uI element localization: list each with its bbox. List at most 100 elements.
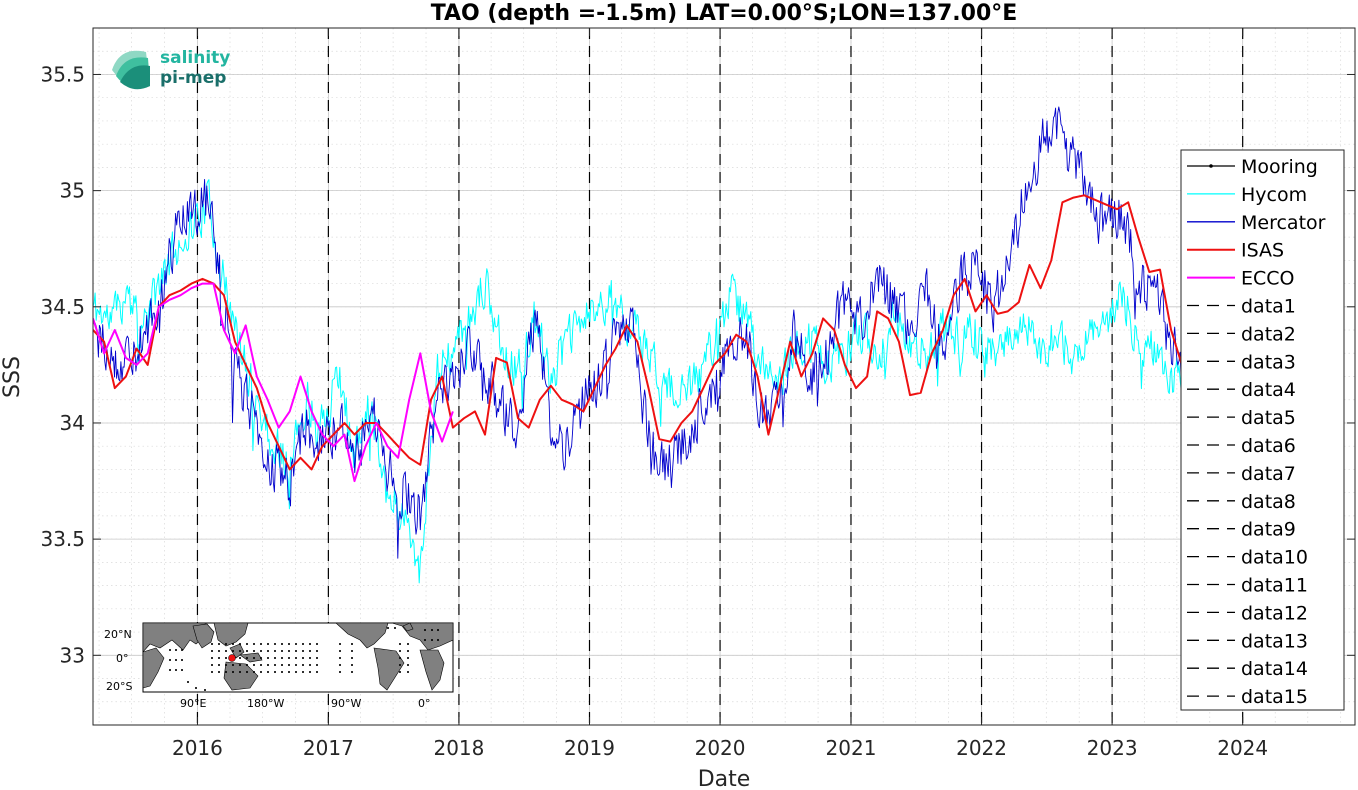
legend-label: data8: [1241, 491, 1296, 513]
mooring-dot: [260, 657, 262, 659]
mooring-dot: [399, 664, 401, 666]
mooring-dot: [437, 629, 439, 631]
mooring-dot: [399, 650, 401, 652]
mooring-dot: [274, 657, 276, 659]
mooring-dot: [351, 643, 353, 645]
mooring-dot: [316, 643, 318, 645]
mooring-dot: [260, 671, 262, 673]
mooring-dot: [288, 664, 290, 666]
mooring-dot: [288, 643, 290, 645]
mooring-dot: [218, 664, 220, 666]
legend-label: ISAS: [1241, 240, 1284, 262]
mooring-dot: [260, 664, 262, 666]
mooring-dot: [424, 639, 426, 641]
logo-line2: pi-mep: [160, 68, 226, 88]
mooring-dot: [339, 657, 341, 659]
mooring-dot: [218, 671, 220, 673]
x-axis-label: Date: [698, 767, 751, 790]
mooring-dot: [267, 671, 269, 673]
mooring-dot: [239, 650, 241, 652]
mooring-dot: [339, 664, 341, 666]
chart-title: TAO (depth =-1.5m) LAT=0.00°S;LON=137.00…: [431, 1, 1018, 26]
x-tick-label: 2024: [1217, 736, 1268, 760]
mooring-dot: [316, 671, 318, 673]
wave-logo-icon: [112, 50, 150, 90]
mooring-dot: [253, 650, 255, 652]
y-tick-label: 34.5: [40, 295, 85, 319]
mooring-dot: [225, 650, 227, 652]
series-ecco-line: [93, 282, 454, 483]
legend-label: data13: [1241, 630, 1308, 652]
mooring-dot: [260, 650, 262, 652]
mooring-dot: [387, 627, 389, 629]
mooring-dot: [211, 650, 213, 652]
legend-label: data3: [1241, 351, 1296, 373]
legend-label: data15: [1241, 686, 1308, 708]
mooring-location-marker: [228, 654, 236, 662]
mooring-dot: [407, 664, 409, 666]
mooring-dot: [309, 650, 311, 652]
mooring-dot: [232, 664, 234, 666]
mooring-dots: [169, 627, 439, 691]
mooring-dot: [239, 664, 241, 666]
mooring-dot: [399, 671, 401, 673]
x-tick-label: 2019: [564, 736, 615, 760]
y-tick-label: 35.5: [40, 62, 85, 86]
mooring-dot: [274, 650, 276, 652]
mooring-dot: [218, 650, 220, 652]
y-tick-label: 35: [60, 179, 85, 203]
mooring-dot: [394, 627, 396, 629]
mooring-dot: [181, 649, 183, 651]
mooring-dot: [181, 669, 183, 671]
mooring-dot: [169, 669, 171, 671]
mooring-dot: [175, 659, 177, 661]
y-ticks: 33 33.5 34 34.5 35 35.5: [40, 62, 1355, 667]
x-tick-label: 2016: [172, 736, 223, 760]
x-tick-label: 2017: [303, 736, 354, 760]
mooring-dot: [351, 664, 353, 666]
legend-label: Hycom: [1241, 184, 1307, 206]
mooring-dot: [195, 687, 197, 689]
mooring-dot: [407, 650, 409, 652]
mooring-dot: [274, 671, 276, 673]
mooring-dot: [351, 650, 353, 652]
mooring-dot: [211, 643, 213, 645]
mooring-dot: [281, 643, 283, 645]
mooring-dot: [295, 650, 297, 652]
landmass-shapes: [142, 622, 454, 691]
legend-label: data5: [1241, 407, 1296, 429]
mooring-dot: [302, 650, 304, 652]
mooring-dot: [295, 657, 297, 659]
mooring-dot: [246, 643, 248, 645]
mooring-dot: [175, 649, 177, 651]
y-tick-label: 33.5: [40, 527, 85, 551]
mooring-dot: [218, 643, 220, 645]
mooring-dot: [302, 657, 304, 659]
y-tick-label: 34: [60, 411, 85, 435]
legend-label: data7: [1241, 463, 1296, 485]
mooring-dot: [399, 657, 401, 659]
mooring-dot: [225, 671, 227, 673]
x-ticks: 2016 2017 2018 2019 2020 2021 2022 2023 2024: [172, 28, 1268, 760]
legend-label: data10: [1241, 547, 1308, 569]
mooring-dot: [253, 671, 255, 673]
mooring-dot: [351, 657, 353, 659]
x-tick-label: 2023: [1087, 736, 1138, 760]
mooring-dot: [267, 664, 269, 666]
mooring-dot: [288, 657, 290, 659]
mooring-dot: [316, 650, 318, 652]
plot-frame: [92, 27, 1356, 726]
series-isas-line: [93, 194, 1183, 471]
mooring-dot: [267, 643, 269, 645]
mooring-dot: [232, 650, 234, 652]
mooring-dot: [424, 629, 426, 631]
mooring-dot: [351, 671, 353, 673]
mooring-dot: [260, 643, 262, 645]
mooring-dot: [232, 643, 234, 645]
mooring-dot: [211, 657, 213, 659]
mooring-dot: [239, 657, 241, 659]
mooring-dot: [274, 643, 276, 645]
mooring-dot: [309, 643, 311, 645]
mooring-dot: [267, 657, 269, 659]
